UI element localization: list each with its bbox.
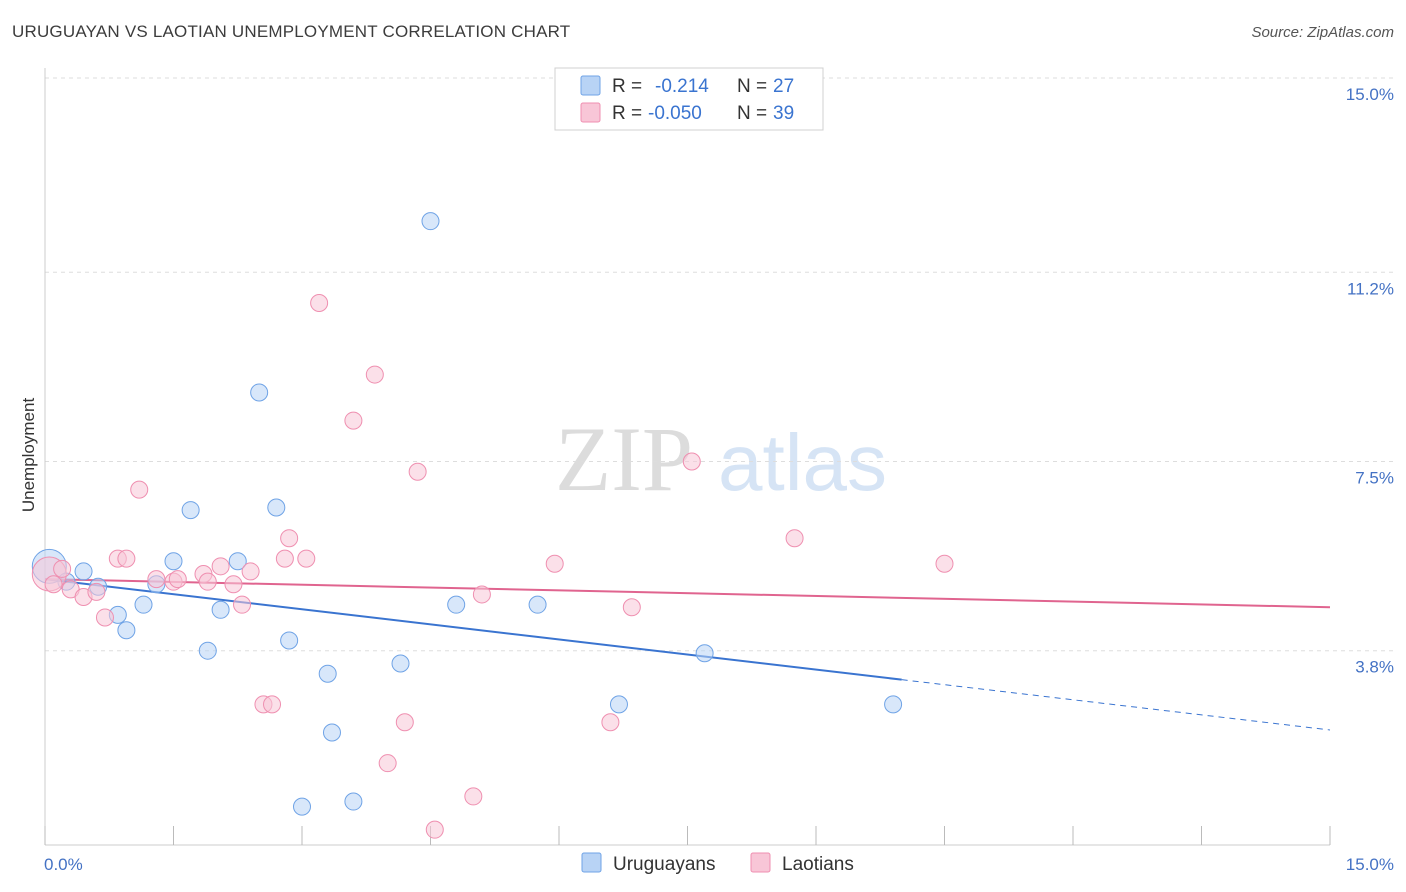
y-axis-label: Unemployment [19,398,38,513]
point-laotians-36 [785,529,804,548]
point-laotians-13 [198,572,217,591]
watermark-zip: ZIP [555,408,693,510]
point-laotians-7 [117,549,136,568]
y-tick-labels: 3.8% 7.5% 11.2% 15.0% [1346,85,1394,677]
point-uruguayans-26 [884,695,903,714]
watermark-atlas: atlas [718,418,887,507]
point-uruguayans-15 [280,631,299,650]
x-tick-label-max: 15.0% [1346,855,1394,874]
point-laotians-4 [87,582,106,601]
point-laotians-9 [147,570,166,589]
point-laotians-24 [344,411,363,430]
point-laotians-25 [365,365,384,384]
point-laotians-23 [310,293,329,312]
point-uruguayans-16 [293,797,311,816]
data-points [31,212,954,839]
series-legend: Uruguayans Laotians [581,852,854,875]
point-laotians-34 [622,598,641,617]
point-uruguayans-14 [267,498,286,517]
correlation-legend: R = -0.214 N = 27 R = -0.050 N = 39 [554,67,824,131]
legend-n-value-1: 27 [773,76,794,97]
point-uruguayans-22 [447,595,466,614]
point-uruguayans-13 [250,383,269,402]
legend-r-value-1: -0.214 [655,76,709,97]
point-laotians-27 [395,713,414,732]
point-laotians-20 [275,549,294,568]
point-laotians-26 [378,754,397,773]
point-uruguayans-11 [211,600,230,619]
legend-swatch-laotians [580,102,601,123]
point-laotians-14 [211,557,230,576]
bottom-legend-label-uruguayans: Uruguayans [613,854,715,875]
point-uruguayans-21 [421,212,440,231]
point-laotians-11 [168,570,187,589]
y-tick-label-1: 7.5% [1355,469,1394,488]
point-uruguayans-6 [134,595,153,614]
bottom-legend-label-laotians: Laotians [782,854,854,875]
legend-n-label-2: N = [737,103,767,124]
point-laotians-33 [601,713,620,732]
legend-r-label-1: R = [612,76,642,97]
point-uruguayans-12 [228,552,247,571]
trend-line-0 [44,578,902,681]
point-laotians-22 [297,549,316,568]
point-uruguayans-18 [322,723,341,742]
point-laotians-16 [233,595,252,614]
point-laotians-29 [425,820,444,839]
point-uruguayans-25 [695,644,714,663]
point-uruguayans-10 [198,641,217,660]
legend-swatch-uruguayans [580,75,601,96]
x-tick-label-min: 0.0% [44,855,83,874]
bottom-legend-swatch-laotians [750,852,771,873]
point-laotians-15 [224,575,243,594]
y-tick-label-0: 3.8% [1355,658,1394,677]
point-uruguayans-19 [344,792,363,811]
point-uruguayans-5 [117,621,136,640]
y-tick-label-2: 11.2% [1347,279,1394,298]
legend-n-value-2: 39 [773,103,794,124]
point-uruguayans-2 [74,562,93,581]
legend-n-label-1: N = [737,76,767,97]
point-laotians-28 [408,462,427,481]
point-uruguayans-8 [164,552,183,571]
point-laotians-32 [545,554,564,573]
point-uruguayans-17 [318,664,337,683]
point-laotians-37 [935,554,954,573]
source-credit: Source: ZipAtlas.com [1251,24,1394,41]
point-laotians-30 [464,787,483,806]
trend-line-1 [44,578,1331,609]
point-laotians-8 [130,480,149,499]
point-laotians-19 [263,695,282,714]
point-uruguayans-24 [609,695,628,714]
point-laotians-35 [682,452,701,471]
legend-r-label-2: R = [612,103,642,124]
point-laotians-1 [53,559,72,578]
bottom-legend-swatch-uruguayans [581,852,602,873]
point-uruguayans-20 [391,654,410,673]
trend-lines [44,578,1331,731]
point-uruguayans-23 [528,595,547,614]
legend-r-value-2: -0.050 [648,103,702,124]
point-laotians-38 [44,575,63,594]
point-laotians-21 [280,529,299,548]
trend-line-dashed-0 [901,679,1331,731]
chart-title: URUGUAYAN VS LAOTIAN UNEMPLOYMENT CORREL… [12,22,571,41]
point-laotians-31 [472,585,491,604]
y-tick-label-3: 15.0% [1346,85,1394,104]
point-uruguayans-9 [181,501,200,520]
point-laotians-17 [241,562,260,581]
point-laotians-5 [95,608,114,627]
